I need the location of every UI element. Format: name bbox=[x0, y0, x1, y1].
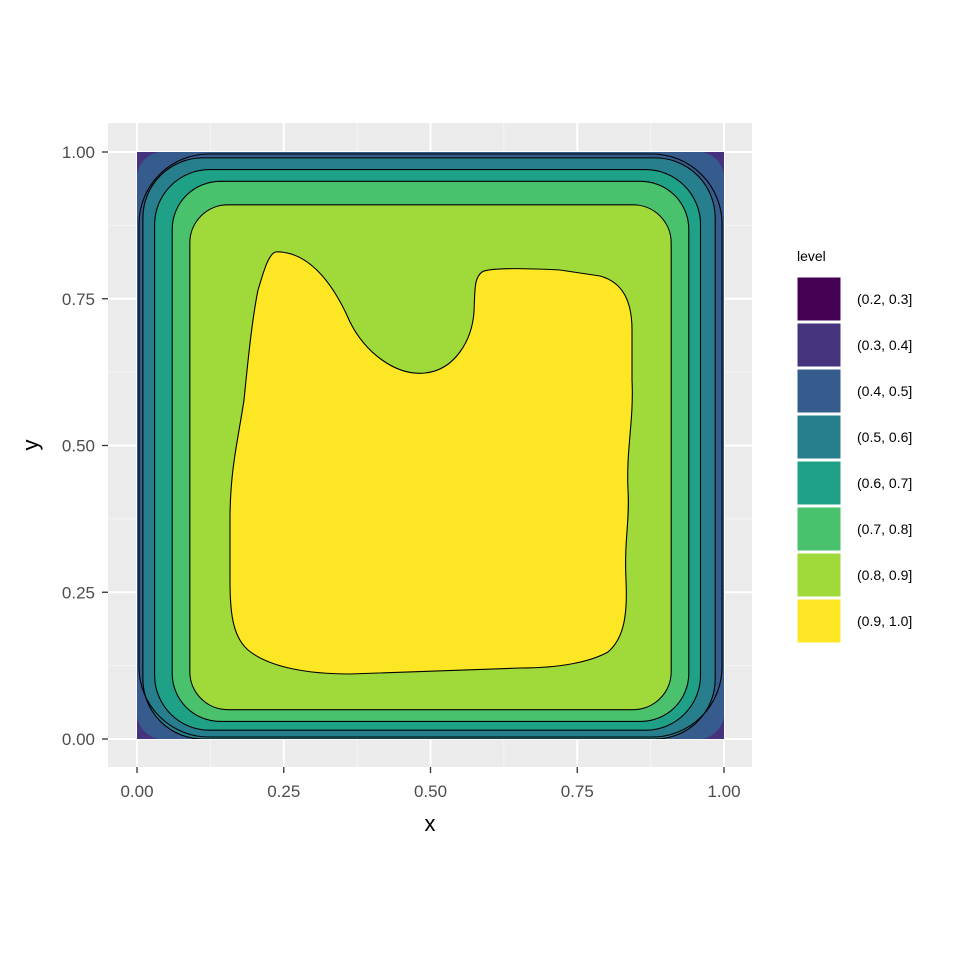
legend-label-4: (0.6, 0.7] bbox=[857, 475, 912, 491]
contour-fill-(0.9, 1.0] bbox=[230, 251, 633, 675]
x-tick-label-1: 0.25 bbox=[267, 782, 300, 801]
x-tick-label-2: 0.50 bbox=[414, 782, 447, 801]
legend-label-2: (0.4, 0.5] bbox=[857, 383, 912, 399]
legend: level (0.2, 0.3] (0.3, 0.4] (0.4, 0.5] (0.5… bbox=[796, 248, 912, 644]
y-axis: 0.00 0.25 0.50 0.75 1.00 bbox=[62, 143, 108, 749]
x-tick-label-0: 0.00 bbox=[120, 782, 153, 801]
y-tick-label-0: 0.00 bbox=[62, 730, 95, 749]
contour-fill-0.3-0.4-1 bbox=[702, 152, 724, 174]
contour-fills bbox=[137, 152, 724, 739]
legend-key-3 bbox=[796, 414, 842, 460]
legend-key-2 bbox=[796, 368, 842, 414]
contour-lines bbox=[138, 153, 723, 739]
legend-key-6 bbox=[796, 552, 842, 598]
contour-line-(0.7, 0.8] bbox=[171, 180, 690, 722]
legend-key-4 bbox=[796, 460, 842, 506]
x-axis-title: x bbox=[425, 811, 436, 836]
legend-label-3: (0.5, 0.6] bbox=[857, 429, 912, 445]
x-tick-label-3: 0.75 bbox=[561, 782, 594, 801]
legend-label-7: (0.9, 1.0] bbox=[857, 613, 912, 629]
y-tick-label-4: 1.00 bbox=[62, 143, 95, 162]
contour-line-(0.8, 0.9] bbox=[189, 204, 672, 711]
y-axis-title: y bbox=[18, 440, 43, 451]
legend-key-0 bbox=[796, 276, 842, 322]
contour-line-(0.5, 0.6] bbox=[142, 157, 716, 739]
y-tick-label-1: 0.25 bbox=[62, 583, 95, 602]
legend-label-6: (0.8, 0.9] bbox=[857, 567, 912, 583]
legend-label-0: (0.2, 0.3] bbox=[857, 291, 912, 307]
contour-fill-0.3-0.4-0 bbox=[137, 152, 159, 174]
contour-fill-0.3-0.4-3 bbox=[702, 717, 724, 739]
legend-label-5: (0.7, 0.8] bbox=[857, 521, 912, 537]
contour-line-(0.6, 0.7] bbox=[154, 169, 702, 731]
legend-key-5 bbox=[796, 506, 842, 552]
contour-line-outer bbox=[138, 153, 723, 738]
legend-key-1 bbox=[796, 322, 842, 368]
y-tick-label-3: 0.75 bbox=[62, 290, 95, 309]
x-axis: 0.00 0.25 0.50 0.75 1.00 bbox=[120, 767, 741, 801]
y-tick-label-2: 0.50 bbox=[62, 437, 95, 456]
contour-fill-0.3-0.4-2 bbox=[137, 717, 159, 739]
legend-label-1: (0.3, 0.4] bbox=[857, 337, 912, 353]
legend-key-7 bbox=[796, 598, 842, 644]
legend-title: level bbox=[797, 248, 826, 264]
x-tick-label-4: 1.00 bbox=[707, 782, 740, 801]
contour-line-(0.9, 1.0] bbox=[229, 251, 633, 675]
